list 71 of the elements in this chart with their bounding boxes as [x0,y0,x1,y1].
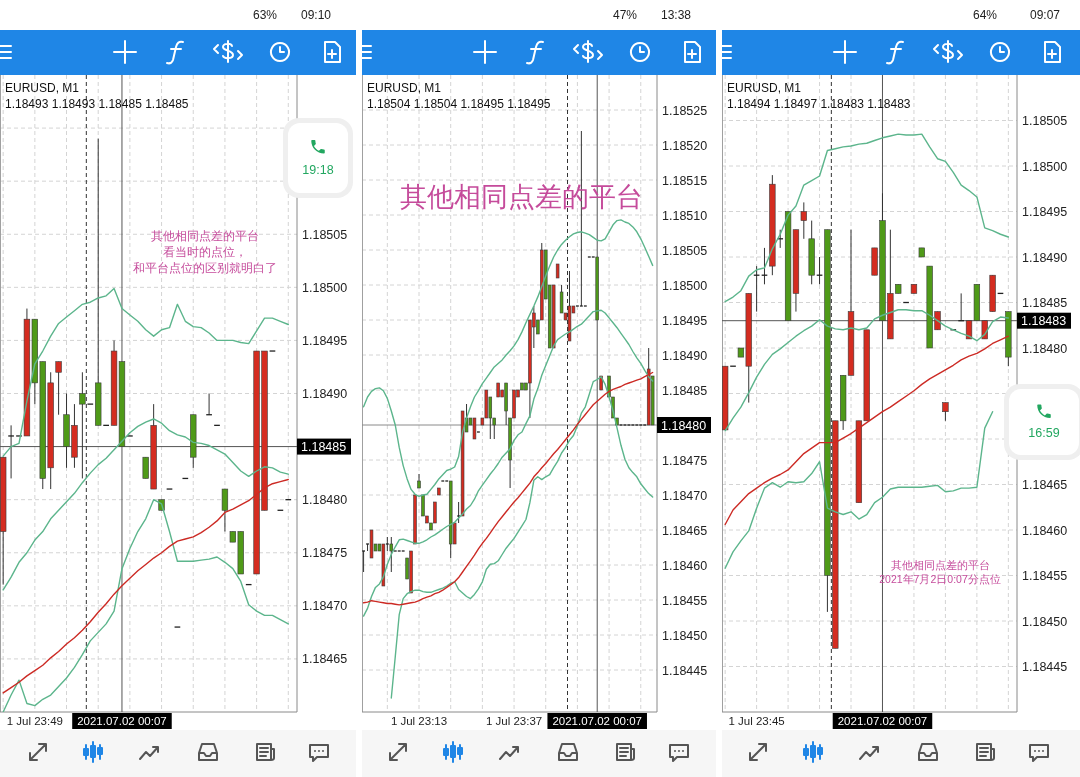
line-series [2,418,289,591]
x-tick-label: 2021.07.02 00:07 [77,715,167,727]
line-series [390,376,654,699]
line-series [362,371,654,606]
y-tick-label: 1.18470 [662,488,708,503]
annotation: 和平台点位的区别就明白了 [133,262,277,274]
y-tick-label: 1.18525 [662,103,708,118]
text: 1.18493 1.18493 1.18485 1.18485 [5,97,189,111]
x-tick-label: 1 Jul 23:49 [6,714,63,727]
y-tick-label: 1.18470 [302,599,348,614]
y-tick-label: 1.18500 [1022,159,1068,174]
line-series [724,309,1010,432]
y-tick-label: 1.18505 [1022,114,1068,128]
text: 63% [252,8,278,22]
y-tick-label: 1.18510 [662,208,708,223]
text: EURUSD, M1 [727,81,802,95]
x-tick-label: 2021.07.02 00:07 [837,715,928,727]
text: 13:38 [661,8,692,22]
x-tick-label: 2021.07.02 00:07 [552,715,642,727]
annotation: 看当时的点位， [163,246,247,258]
text: 09:10 [301,8,332,22]
y-tick-label: 1.18495 [662,313,708,328]
text: 19:18 [302,163,334,177]
y-tick-label: 1.18485 [662,383,708,398]
annotation: 其他相同点差的平台 [151,230,259,242]
y-tick-label: 1.18465 [1022,478,1068,492]
y-tick-label: 1.18450 [1022,614,1068,629]
text: EURUSD, M1 [367,81,442,95]
text: 1.18504 1.18504 1.18495 1.18495 [367,97,551,111]
x-tick-label: 1 Jul 23:13 [390,714,448,727]
y-tick-label: 1.18450 [662,628,708,643]
text: EURUSD, M1 [5,81,80,95]
y-tick-label: 1.18490 [662,348,708,363]
y-tick-label: 1.18480 [1022,341,1068,356]
line-series [724,411,994,569]
y-tick-label: 1.18485 [1022,296,1068,310]
line-series [724,133,1010,303]
text: 09:07 [1030,8,1061,22]
x-tick-label: 1 Jul 23:37 [485,714,543,727]
y-tick-label: 1.18465 [302,652,348,667]
y-tick-label: 1.18515 [662,173,708,188]
line-series [362,309,654,617]
y-tick-label: 1.18490 [302,387,348,401]
y-tick-label: 1.18520 [662,138,708,153]
y-tick-label: 1.18455 [662,593,708,608]
y-tick-label: 1.18460 [1022,523,1068,538]
y-tick-label: 1.18460 [662,558,708,573]
annotation: 其他相同点差的平台 [890,559,990,571]
x-tick-label: 1 Jul 23:45 [728,714,785,727]
text: 64% [972,8,998,22]
y-tick-label: 1.18505 [662,243,708,258]
y-tick-label: 1.18455 [1022,569,1068,583]
line-series [2,498,289,712]
line-series [724,335,1010,526]
ref-line-label: 1.18483 [1021,314,1067,329]
y-tick-label: 1.18445 [1022,660,1068,674]
y-tick-label: 1.18475 [662,453,708,468]
y-tick-label: 1.18495 [1022,205,1068,219]
line-series [2,478,289,694]
y-tick-label: 1.18475 [302,546,348,561]
line-series [2,287,289,457]
y-tick-label: 1.18505 [302,227,348,242]
y-tick-label: 1.18445 [662,663,708,678]
y-tick-label: 1.18500 [662,278,708,293]
text: 47% [612,8,638,22]
y-tick-label: 1.18495 [302,333,348,348]
text: 16:59 [1028,426,1060,441]
y-tick-label: 1.18480 [302,493,348,508]
y-tick-label: 1.18500 [302,280,348,295]
y-tick-label: 1.18465 [662,523,708,538]
y-tick-label: 1.18490 [1022,250,1068,265]
